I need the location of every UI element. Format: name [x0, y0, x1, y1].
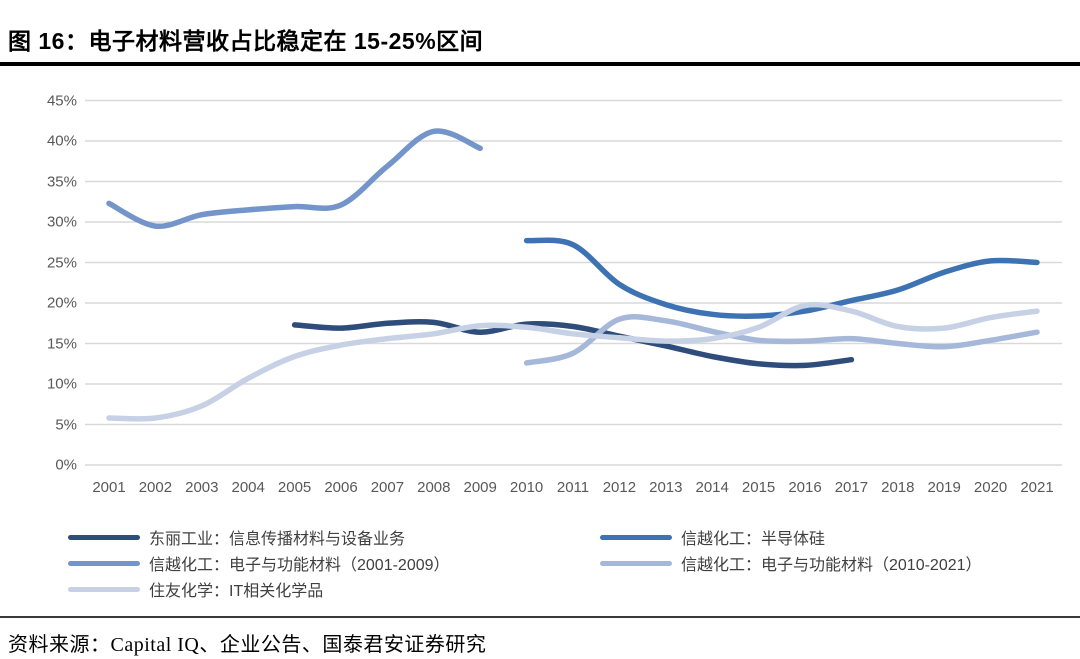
x-tick-label: 2007: [370, 479, 405, 496]
x-tick-label: 2011: [556, 479, 590, 496]
legend-label: 信越化工：半导体硅: [681, 531, 826, 548]
x-tick-label: 2006: [324, 479, 358, 496]
y-tick-label: 15%: [46, 335, 77, 352]
x-tick-label: 2001: [92, 479, 126, 496]
x-tick-label: 2002: [138, 479, 173, 496]
x-tick-label: 2010: [509, 479, 544, 496]
x-tick-label: 2014: [695, 479, 729, 496]
x-tick-label: 2009: [463, 479, 497, 496]
source-text: 资料来源：Capital IQ、企业公告、国泰君安证券研究: [8, 634, 487, 656]
x-tick-label: 2018: [881, 479, 915, 496]
x-tick-label: 2017: [834, 479, 869, 496]
x-tick-label: 2005: [277, 479, 312, 496]
legend-swatch: [600, 560, 672, 566]
x-tick-label: 2012: [602, 479, 637, 496]
x-tick-label: 2003: [185, 479, 219, 496]
y-tick-label: 0%: [55, 456, 77, 474]
y-tick-label: 40%: [46, 132, 77, 150]
y-tick-label: 30%: [46, 213, 77, 231]
legend-item: 住友化学：IT相关化学品: [68, 578, 323, 600]
x-tick-label: 2019: [927, 479, 961, 496]
y-tick-label: 5%: [55, 416, 77, 433]
y-tick-label: 20%: [46, 294, 77, 312]
x-tick-label: 2004: [231, 479, 265, 496]
legend-item: 信越化工：半导体硅: [600, 526, 825, 548]
y-tick-label: 45%: [46, 92, 77, 109]
series-line-3: [523, 314, 1040, 366]
x-tick-label: 2016: [788, 479, 822, 496]
series-line-0: [291, 319, 855, 369]
x-tick-label: 2013: [649, 479, 683, 496]
page-title: 图 16：电子材料营收占比稳定在 15-25%区间: [8, 28, 484, 54]
series-line-4: [106, 301, 1040, 422]
legend-label: 东丽工业：信息传播材料与设备业务: [149, 531, 406, 548]
footer-divider: [0, 616, 1080, 618]
legend-swatch: [600, 534, 672, 540]
legend-swatch: [68, 560, 140, 566]
legend-swatch: [68, 586, 140, 592]
legend-swatch: [68, 534, 140, 540]
y-tick-label: 35%: [46, 173, 77, 190]
x-tick-label: 2008: [417, 479, 451, 496]
x-tick-label: 2021: [1020, 479, 1054, 496]
legend-label: 信越化工：电子与功能材料（2001-2009）: [149, 557, 450, 574]
series-line-1: [523, 237, 1040, 319]
title-divider: [0, 62, 1080, 66]
legend-item: 东丽工业：信息传播材料与设备业务: [68, 526, 405, 548]
x-tick-label: 2015: [741, 479, 776, 496]
y-tick-label: 25%: [46, 254, 77, 271]
y-tick-label: 10%: [46, 375, 77, 393]
legend-label: 信越化工：电子与功能材料（2010-2021）: [681, 557, 982, 574]
x-tick-label: 2020: [973, 479, 1008, 496]
legend-item: 信越化工：电子与功能材料（2010-2021）: [600, 552, 982, 574]
chart-plot-area: [85, 99, 1062, 466]
legend-label: 住友化学：IT相关化学品: [149, 583, 324, 600]
legend-item: 信越化工：电子与功能材料（2001-2009）: [68, 552, 450, 574]
series-line-2: [106, 128, 483, 229]
